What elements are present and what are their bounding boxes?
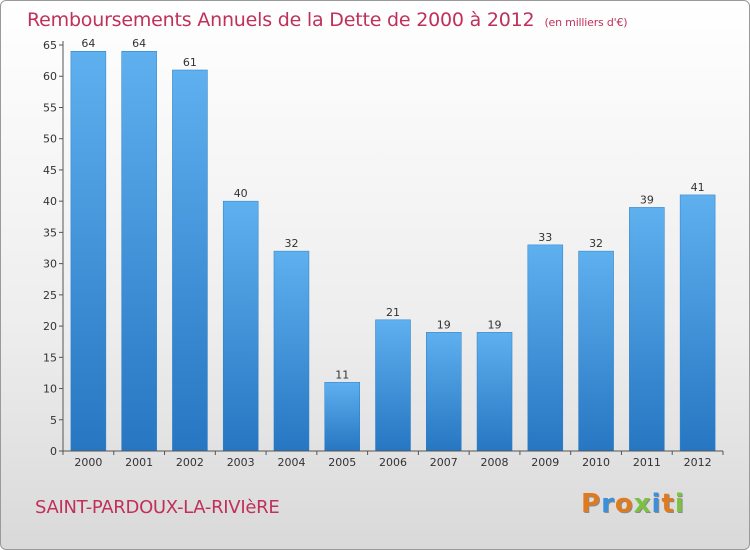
bar-2002 — [172, 69, 208, 452]
data-label-2008: 19 — [488, 318, 502, 331]
y-tick-label-25: 25 — [43, 289, 57, 302]
bar-2006 — [375, 319, 411, 452]
data-label-2001: 64 — [132, 37, 146, 50]
x-tick-label-2001: 2001 — [125, 456, 153, 469]
bar-2003 — [222, 200, 259, 452]
x-tick-label-2009: 2009 — [531, 456, 559, 469]
logo-letter-1: r — [601, 489, 615, 519]
data-label-2000: 64 — [81, 37, 95, 50]
bar-2000 — [70, 50, 107, 452]
y-tick-label-5: 5 — [50, 414, 57, 427]
data-label-2010: 32 — [589, 237, 603, 250]
y-tick-label-0: 0 — [50, 445, 57, 458]
x-tick-label-2000: 2000 — [74, 456, 102, 469]
bar-2010 — [578, 250, 614, 452]
x-tick-label-2008: 2008 — [481, 456, 509, 469]
data-label-2011: 39 — [640, 193, 654, 206]
proxiti-logo: Proxiti — [581, 489, 685, 519]
y-tick-label-30: 30 — [43, 258, 57, 271]
logo-letter-2: o — [614, 489, 634, 519]
y-tick-label-55: 55 — [43, 101, 57, 114]
y-tick-label-35: 35 — [43, 226, 57, 239]
chart-title: Remboursements Annuels de la Dette de 20… — [27, 9, 628, 31]
bar-2007 — [426, 332, 462, 452]
bar-2001 — [121, 50, 157, 452]
y-tick-label-65: 65 — [43, 39, 57, 52]
logo-letter-3: x — [633, 489, 652, 519]
logo-letter-5: t — [661, 489, 675, 519]
data-label-2002: 61 — [183, 56, 197, 69]
bar-2008 — [476, 332, 513, 452]
y-tick-label-45: 45 — [43, 164, 57, 177]
y-tick-label-60: 60 — [43, 70, 57, 83]
chart-subtitle: (en milliers d'€) — [544, 16, 628, 29]
y-tick-label-50: 50 — [43, 133, 57, 146]
x-tick-label-2010: 2010 — [582, 456, 610, 469]
bar-2005 — [324, 382, 360, 452]
x-tick-label-2004: 2004 — [277, 456, 305, 469]
data-label-2007: 19 — [437, 318, 451, 331]
bar-2004 — [273, 250, 310, 452]
x-tick-label-2006: 2006 — [379, 456, 407, 469]
commune-name: SAINT-PARDOUX-LA-RIVIèRE — [35, 497, 280, 518]
x-tick-label-2007: 2007 — [430, 456, 458, 469]
logo-letter-6: i — [674, 489, 685, 519]
bar-2012 — [679, 194, 716, 452]
y-tick-label-10: 10 — [43, 383, 57, 396]
bar-2011 — [629, 207, 665, 452]
y-tick-label-40: 40 — [43, 195, 57, 208]
y-tick-label-20: 20 — [43, 320, 57, 333]
x-tick-label-2002: 2002 — [176, 456, 204, 469]
data-label-2009: 33 — [538, 231, 552, 244]
data-label-2006: 21 — [386, 306, 400, 319]
x-tick-label-2012: 2012 — [684, 456, 712, 469]
data-label-2012: 41 — [691, 181, 705, 194]
logo-letter-4: i — [651, 489, 662, 519]
chart-title-text: Remboursements Annuels de la Dette de 20… — [27, 9, 535, 31]
logo-letter-0: P — [581, 489, 602, 519]
data-label-2004: 32 — [284, 237, 298, 250]
data-label-2003: 40 — [234, 187, 248, 200]
data-label-2005: 11 — [335, 368, 349, 381]
y-tick-label-15: 15 — [43, 351, 57, 364]
bar-2009 — [527, 244, 564, 452]
x-tick-label-2003: 2003 — [227, 456, 255, 469]
x-tick-label-2005: 2005 — [328, 456, 356, 469]
x-tick-label-2011: 2011 — [633, 456, 661, 469]
